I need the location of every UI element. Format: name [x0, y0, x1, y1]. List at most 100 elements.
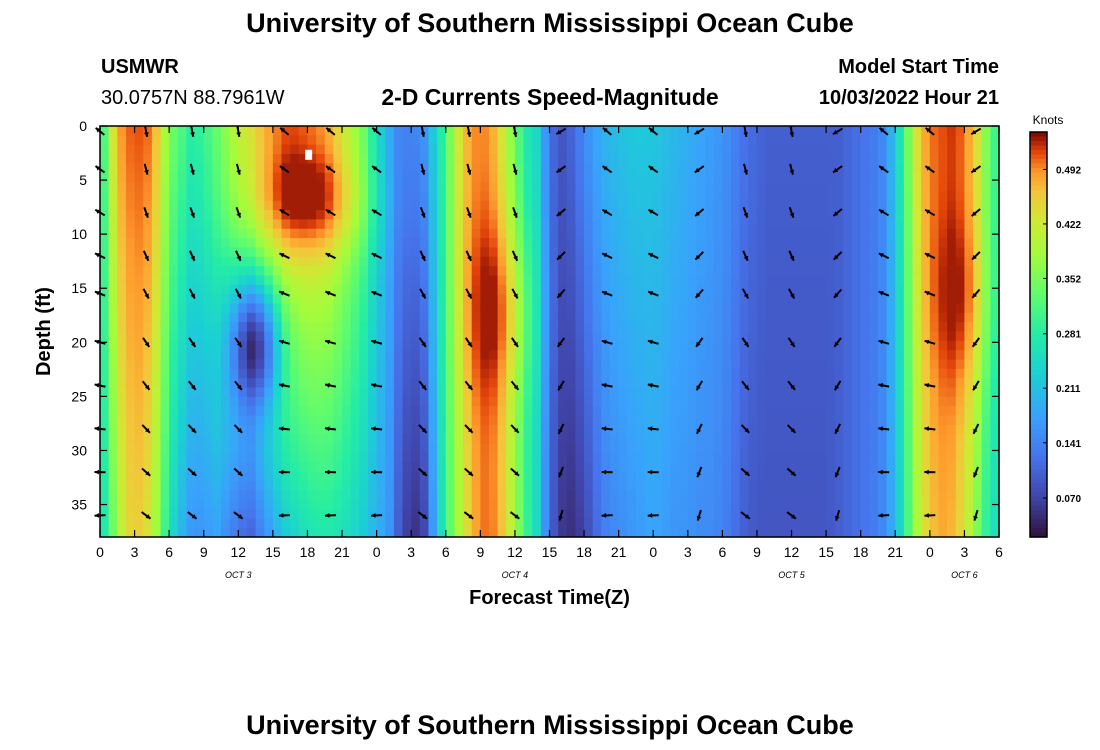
heatmap-cell [125, 359, 136, 370]
heatmap-cell [272, 434, 283, 445]
heatmap-cell [411, 340, 421, 351]
heatmap-cell [419, 518, 430, 529]
heatmap-cell [411, 462, 421, 473]
heatmap-cell [342, 135, 352, 146]
heatmap-cell [376, 182, 386, 192]
heatmap-cell [229, 471, 239, 482]
heatmap-cell [393, 135, 404, 146]
heatmap-cell [134, 126, 144, 136]
heatmap-cell [601, 350, 611, 361]
current-arrow-head [744, 341, 749, 347]
heatmap-cell [454, 303, 464, 314]
heatmap-cell [722, 452, 732, 463]
heatmap-cell [169, 368, 179, 379]
heatmap-cell [246, 256, 257, 267]
heatmap-cell [713, 191, 723, 202]
heatmap-cell [808, 415, 819, 426]
heatmap-cell [618, 331, 628, 342]
heatmap-cell [774, 490, 784, 501]
heatmap-cell [359, 396, 369, 407]
heatmap-cell [592, 331, 602, 342]
heatmap-cell [125, 238, 136, 249]
heatmap-cell [774, 238, 784, 249]
heatmap-cell [964, 434, 974, 445]
heatmap-cell [921, 200, 931, 211]
heatmap-cell [912, 406, 922, 417]
heatmap-cell [964, 490, 974, 501]
heatmap-cell [929, 378, 940, 389]
heatmap-cell [221, 284, 231, 295]
heatmap-cell [635, 238, 646, 249]
heatmap-cell [532, 499, 542, 510]
heatmap-cell [160, 210, 170, 221]
heatmap-cell [886, 415, 896, 426]
heatmap-cell [143, 228, 153, 239]
heatmap-cell [255, 378, 265, 389]
heatmap-cell [463, 434, 473, 445]
heatmap-cell [143, 284, 153, 295]
heatmap-cell [895, 396, 905, 407]
heatmap-cell [601, 434, 611, 445]
heatmap-cell [575, 266, 585, 277]
heatmap-cell [186, 312, 196, 323]
heatmap-cell [497, 434, 507, 445]
heatmap-cell [195, 368, 205, 379]
heatmap-cell [886, 135, 896, 146]
heatmap-cell [627, 471, 637, 482]
heatmap-cell [834, 210, 844, 221]
heatmap-cell [627, 284, 637, 295]
current-arrow-head [468, 471, 473, 476]
heatmap-cell [964, 247, 974, 258]
heatmap-cell [143, 396, 153, 407]
heatmap-cell [419, 182, 430, 192]
heatmap-cell [333, 331, 343, 342]
heatmap-cell [903, 182, 914, 192]
heatmap-cell [307, 303, 317, 314]
heatmap-cell [221, 191, 231, 202]
heatmap-cell [160, 200, 170, 211]
heatmap-cell [411, 480, 421, 491]
heatmap-cell [782, 154, 793, 164]
heatmap-cell [497, 480, 507, 491]
heatmap-cell [929, 191, 940, 202]
heatmap-cell [108, 266, 118, 277]
heatmap-cell [385, 275, 395, 286]
heatmap-cell [134, 172, 144, 183]
heatmap-cell [765, 312, 775, 323]
heatmap-cell [584, 508, 594, 519]
heatmap-cell [765, 126, 775, 136]
heatmap-cell [860, 350, 870, 361]
heatmap-cell [696, 172, 706, 183]
heatmap-cell [826, 387, 836, 398]
heatmap-cell [826, 443, 836, 454]
heatmap-cell [272, 228, 283, 239]
heatmap-cell [584, 527, 594, 538]
heatmap-cell [782, 396, 793, 407]
heatmap-cell [549, 462, 559, 473]
heatmap-cell [566, 396, 577, 407]
heatmap-cell [817, 284, 827, 295]
heatmap-cell [601, 266, 611, 277]
heatmap-cell [566, 434, 577, 445]
heatmap-cell [679, 294, 689, 305]
heatmap-cell [644, 144, 654, 155]
heatmap-cell [584, 247, 594, 258]
heatmap-cell [125, 424, 136, 435]
heatmap-cell [342, 434, 352, 445]
heatmap-cell [575, 471, 585, 482]
heatmap-cell [134, 387, 144, 398]
heatmap-cell [393, 340, 404, 351]
heatmap-cell [419, 294, 430, 305]
heatmap-cell [298, 331, 309, 342]
heatmap-cell [117, 294, 127, 305]
heatmap-cell [981, 172, 991, 183]
heatmap-cell [428, 406, 438, 417]
heatmap-cell [903, 322, 914, 333]
heatmap-cell [990, 144, 1000, 155]
heatmap-cell [221, 256, 231, 267]
heatmap-cell [955, 406, 966, 417]
heatmap-cell [428, 452, 438, 463]
heatmap-cell [393, 508, 404, 519]
heatmap-cell [739, 238, 749, 249]
heatmap-cell [445, 200, 456, 211]
